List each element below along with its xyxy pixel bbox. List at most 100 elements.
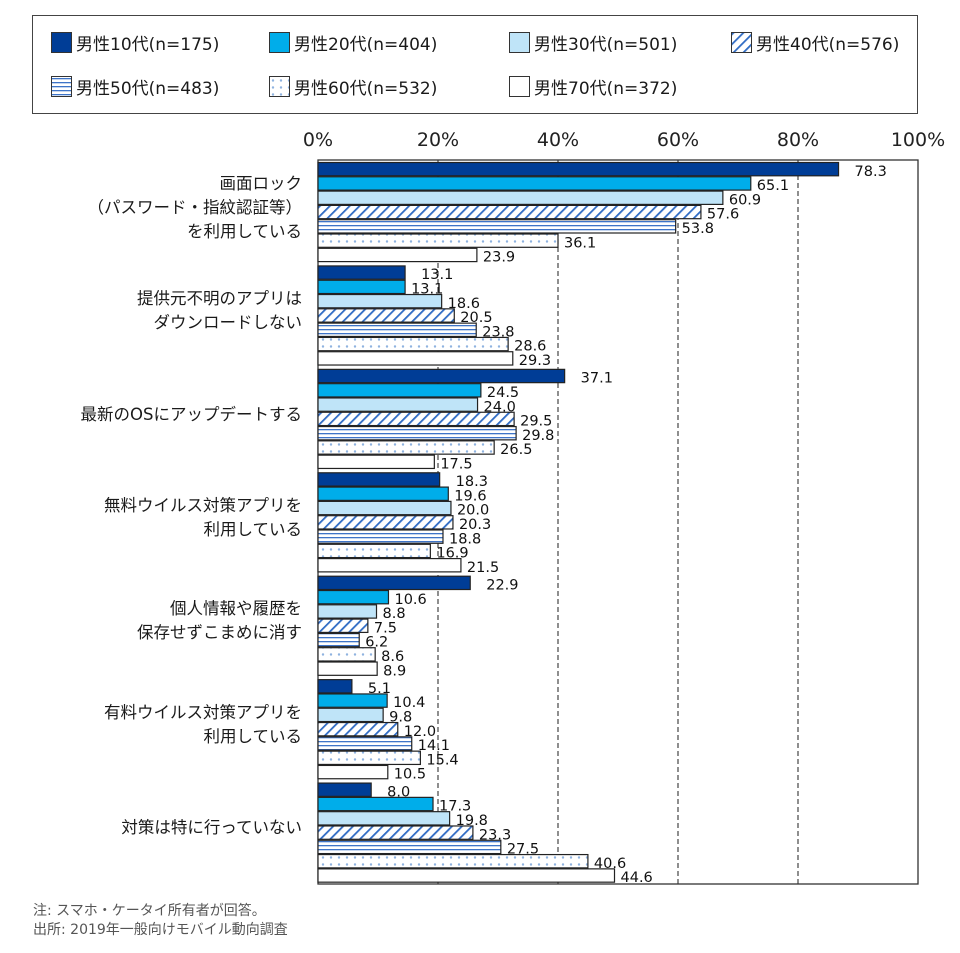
value-label: 10.5 [394,767,426,783]
value-label: 60.9 [729,192,761,208]
bar [317,750,421,766]
legend-swatch [269,76,290,97]
value-label: 29.8 [522,428,554,444]
value-label: 23.8 [482,324,514,340]
bar [317,515,454,530]
legend-swatch [51,32,72,53]
bar [317,543,431,559]
category-label-line: 保存せずこまめに消す [137,623,302,643]
bar [317,618,369,634]
value-label: 8.8 [383,606,406,622]
value-label: 8.9 [383,663,406,679]
legend-label: 男性20代(n=404) [294,35,438,55]
legend-label: 男性40代(n=576) [756,35,900,55]
value-label: 19.8 [456,813,488,829]
bar [317,368,566,384]
value-label: 14.1 [418,738,450,754]
value-label: 44.6 [621,870,653,886]
value-label: 24.0 [484,399,516,415]
category-label: 個人情報や履歴を 保存せずこまめに消す [137,597,302,645]
value-label: 9.8 [389,710,412,726]
bar [317,782,372,797]
value-label: 8.0 [387,784,410,800]
bar-chart: 0% 20% 40% 60% 80% 100%78.3 13.1 37.1 18.3 22.9 5.… [303,129,945,886]
value-label: 29.3 [519,353,551,369]
note-text: 注: スマホ・ケータイ所有者が回答。 [33,903,266,919]
value-label: 23.9 [483,250,515,266]
value-label: 57.6 [707,207,739,223]
bar [317,721,399,737]
legend-swatch [51,76,72,97]
value-label: 15.4 [426,752,458,768]
category-label: 提供元不明のアプリは ダウンロードしない [137,287,302,335]
value-label: 27.5 [507,842,539,858]
value-label: 13.1 [421,267,453,283]
value-label: 20.0 [457,503,489,519]
bar [317,351,514,366]
legend-label: 男性70代(n=372) [534,79,678,99]
legend: 男性10代(n=175) 男性20代(n=404) 男性30代(n=501) 男性40… [32,15,918,114]
bar [317,440,495,455]
bar [317,204,702,220]
bar [317,219,677,234]
legend-item: 男性60代(n=532) [269,74,437,99]
value-label: 18.3 [456,474,488,490]
bar [317,279,406,295]
bar [317,796,434,812]
bar [317,454,435,470]
legend-item: 男性10代(n=175) [51,30,219,55]
x-tick-label: 100% [891,129,945,151]
category-label-line: 利用している [203,726,302,746]
legend-label: 男性10代(n=175) [76,35,220,55]
value-label: 78.3 [855,164,887,180]
bar [317,632,360,648]
value-label: 18.6 [448,296,480,312]
bar [317,383,482,398]
value-label: 29.5 [520,414,552,430]
category-label-line: 無料ウイルス対策アプリを [104,496,302,515]
value-label: 6.2 [365,635,388,651]
bar [317,190,724,206]
bar [317,425,517,441]
value-label: 19.6 [454,488,486,504]
x-tick-label: 60% [657,129,699,151]
value-label: 36.1 [564,235,596,251]
category-label: 対策は特に行っていない [121,816,302,840]
bar [317,397,479,412]
bar [317,233,559,248]
bar [317,825,474,840]
bar [317,575,471,591]
category-label-line: 提供元不明のアプリは [137,289,302,309]
category-label-line: 利用している [203,520,302,539]
category-label-line: 対策は特に行っていない [121,818,302,838]
legend-swatch [731,32,752,53]
value-label: 53.8 [682,221,714,237]
bar [317,604,378,619]
source-text: 出所: 2019年一般向けモバイル動向調査 [33,922,288,938]
legend-item: 男性70代(n=372) [509,74,677,99]
category-label: 画面ロック （パスワード・指紋認証等） を利用している [88,172,303,244]
bar [317,293,443,309]
bar [317,529,444,544]
bar [317,176,752,191]
category-label-line: 有料ウイルス対策アプリを [104,702,302,722]
legend-label: 男性60代(n=532) [294,79,438,99]
value-label: 24.5 [487,385,519,401]
value-label: 8.6 [381,649,404,665]
value-label: 5.1 [368,681,391,697]
bar [317,693,388,708]
bar [317,322,477,338]
legend-swatch [269,32,290,53]
bar [317,589,390,605]
value-label: 16.9 [436,546,468,562]
chart-notes: 注: スマホ・ケータイ所有者が回答。 出所: 2019年一般向けモバイル動向調査 [33,902,288,940]
bar [317,647,376,662]
value-label: 18.8 [449,531,481,547]
bar [317,839,502,855]
value-label: 20.3 [459,517,491,533]
bar [317,736,413,751]
value-label: 23.3 [479,827,511,843]
value-label: 17.3 [439,799,471,815]
bar [317,679,353,694]
bar [317,486,449,501]
